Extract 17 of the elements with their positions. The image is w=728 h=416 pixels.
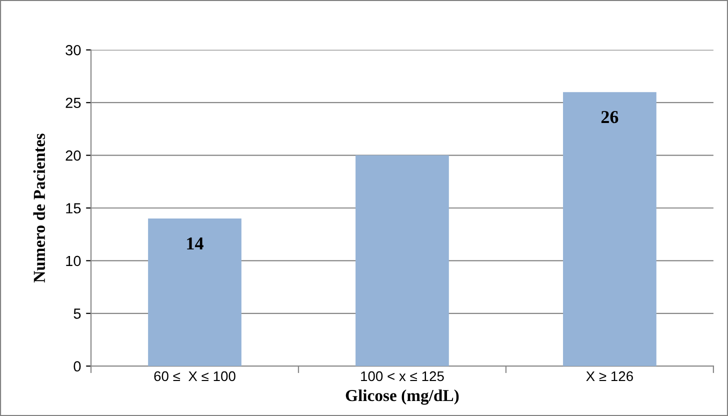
y-tick-label: 0 [74, 361, 81, 372]
bar [563, 92, 656, 366]
x-tick-label: X ≥ 126 [586, 371, 633, 382]
x-axis-title: Glicose (mg/dL) [346, 389, 459, 405]
data-label: 14 [187, 237, 204, 250]
y-tick-label: 25 [66, 98, 81, 108]
x-tick-label: 100 < x ≤ 125 [361, 371, 444, 382]
y-tick-label: 30 [66, 45, 81, 56]
bar [148, 218, 242, 366]
y-tick-label: 15 [66, 203, 81, 214]
bar [356, 155, 449, 366]
y-tick-label: 5 [74, 308, 81, 319]
x-tick-label: 60 ≤ X ≤ 100 [154, 371, 236, 382]
data-label: 26 [601, 110, 618, 124]
y-axis-title: Numero de Pacientes [33, 134, 46, 283]
y-tick-label: 10 [66, 256, 81, 266]
y-tick-label: 20 [66, 150, 81, 161]
